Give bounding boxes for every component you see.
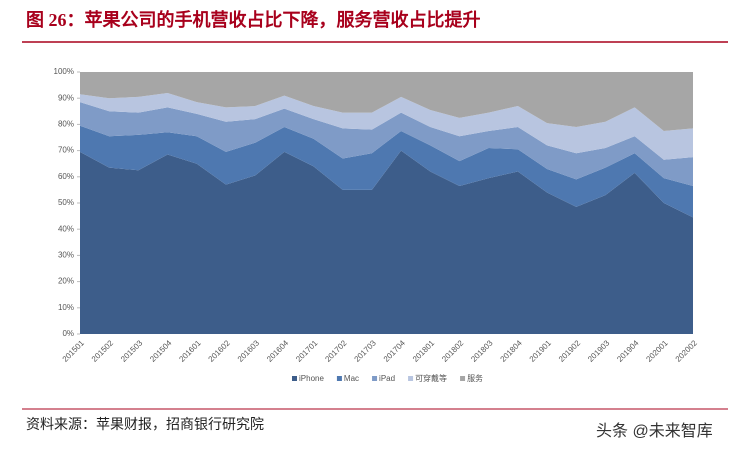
y-tick-label: 50% (58, 198, 74, 207)
area (80, 92, 693, 160)
area (80, 150, 693, 334)
y-tick-label: 100% (54, 67, 74, 76)
legend-label: iPhone (299, 374, 324, 383)
x-tick-label: 201601 (177, 338, 203, 364)
x-tick-label: 201704 (382, 338, 408, 364)
y-tick-label: 20% (58, 277, 74, 286)
legend-label: Mac (344, 374, 359, 383)
y-tick-label: 40% (58, 224, 74, 233)
x-tick-label: 201503 (119, 338, 145, 364)
x-tick-label: 201501 (61, 338, 87, 364)
x-tick-label: 201903 (586, 338, 612, 364)
x-tick-label: 201802 (440, 338, 466, 364)
legend-swatch (336, 376, 342, 381)
x-tick-label: 201801 (411, 338, 437, 364)
legend-label: 可穿戴等 (415, 373, 447, 383)
source: 资料来源：苹果财报，招商银行研究院 (26, 417, 264, 433)
legend-label: iPad (379, 374, 395, 383)
y-tick-label: 0% (62, 329, 74, 338)
chart-title: 图 26：苹果公司的手机营收占比下降，服务营收占比提升 (26, 9, 481, 30)
x-tick-label: 202001 (644, 338, 670, 364)
x-tick-label: 201602 (207, 338, 233, 364)
x-tick-label: 201902 (557, 338, 583, 364)
x-tick-label: 202002 (674, 338, 700, 364)
area (80, 102, 693, 186)
legend-swatch (292, 376, 297, 381)
y-tick-label: 90% (58, 93, 74, 102)
x-tick-label: 201803 (469, 338, 495, 364)
legend-label: 服务 (467, 373, 483, 383)
x-tick-label: 201504 (148, 338, 174, 364)
area (80, 72, 693, 131)
y-tick-label: 10% (58, 303, 74, 312)
y-tick-label: 30% (58, 251, 74, 260)
area (80, 125, 693, 218)
x-tick-label: 201604 (265, 338, 291, 364)
watermark: 头条 @未来智库 (596, 422, 713, 440)
x-tick-label: 201904 (615, 338, 641, 364)
y-tick-label: 80% (58, 120, 74, 129)
x-tick-label: 201502 (90, 338, 116, 364)
x-tick-label: 201701 (294, 338, 320, 364)
x-tick-label: 201901 (528, 338, 554, 364)
y-tick-label: 70% (58, 146, 74, 155)
legend-swatch (372, 376, 378, 381)
legend-swatch (408, 376, 414, 381)
y-tick-label: 60% (58, 172, 74, 181)
x-tick-label: 201804 (499, 338, 525, 364)
x-tick-label: 201702 (323, 338, 349, 364)
legend-swatch (460, 376, 466, 381)
x-tick-label: 201603 (236, 338, 262, 364)
x-tick-label: 201703 (353, 338, 379, 364)
